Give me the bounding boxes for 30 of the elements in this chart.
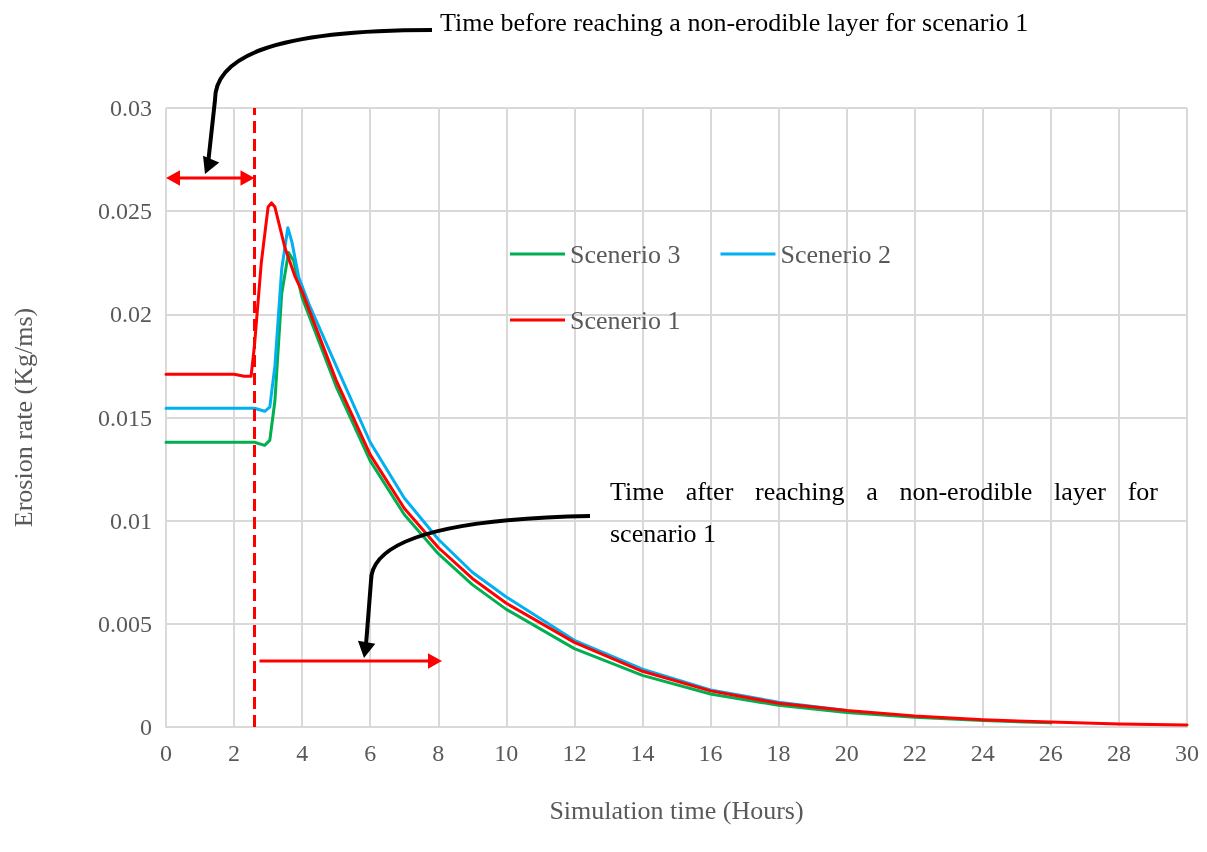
- x-axis-title: Simulation time (Hours): [549, 795, 804, 825]
- text: Time before reaching a non-erodible layer for scenario 1: [440, 7, 1030, 39]
- x-tick-label: 4: [296, 740, 309, 766]
- y-axis-title: Erosion rate (Kg/ms): [8, 307, 38, 528]
- x-tick-label: 30: [1175, 740, 1199, 766]
- legend-label: Scenerio 3: [570, 239, 681, 269]
- x-tick-label: 26: [1038, 740, 1063, 766]
- x-tick-label: 24: [970, 740, 995, 766]
- y-tick-label: 0.025: [98, 198, 152, 225]
- x-tick-label: 20: [834, 740, 859, 766]
- annotation: Time after reaching a non-erodible layer for scenario 1: [610, 476, 1158, 550]
- y-tick-label: 0.03: [110, 95, 152, 121]
- x-tick-label: 22: [902, 740, 927, 766]
- x-tick-label: 16: [698, 740, 723, 766]
- x-tick-label: 14: [630, 740, 655, 766]
- y-tick-label: 0.02: [110, 301, 152, 328]
- x-tick-label: 12: [562, 740, 587, 766]
- y-tick-label: 0.015: [98, 404, 152, 431]
- x-tick-label: 8: [432, 740, 445, 766]
- legend-label: Scenerio 1: [570, 305, 681, 335]
- y-tick-label: 0.005: [98, 610, 152, 637]
- x-tick-label: 18: [766, 740, 791, 766]
- x-tick-label: 2: [228, 740, 241, 766]
- y-tick-label: 0: [140, 714, 152, 740]
- legend-label: Scenerio 2: [780, 239, 891, 269]
- x-tick-label: 28: [1106, 740, 1131, 766]
- x-tick-label: 6: [364, 740, 377, 766]
- x-tick-label: 0: [160, 740, 172, 766]
- x-tick-label: 10: [494, 740, 519, 766]
- y-tick-label: 0.01: [110, 507, 152, 534]
